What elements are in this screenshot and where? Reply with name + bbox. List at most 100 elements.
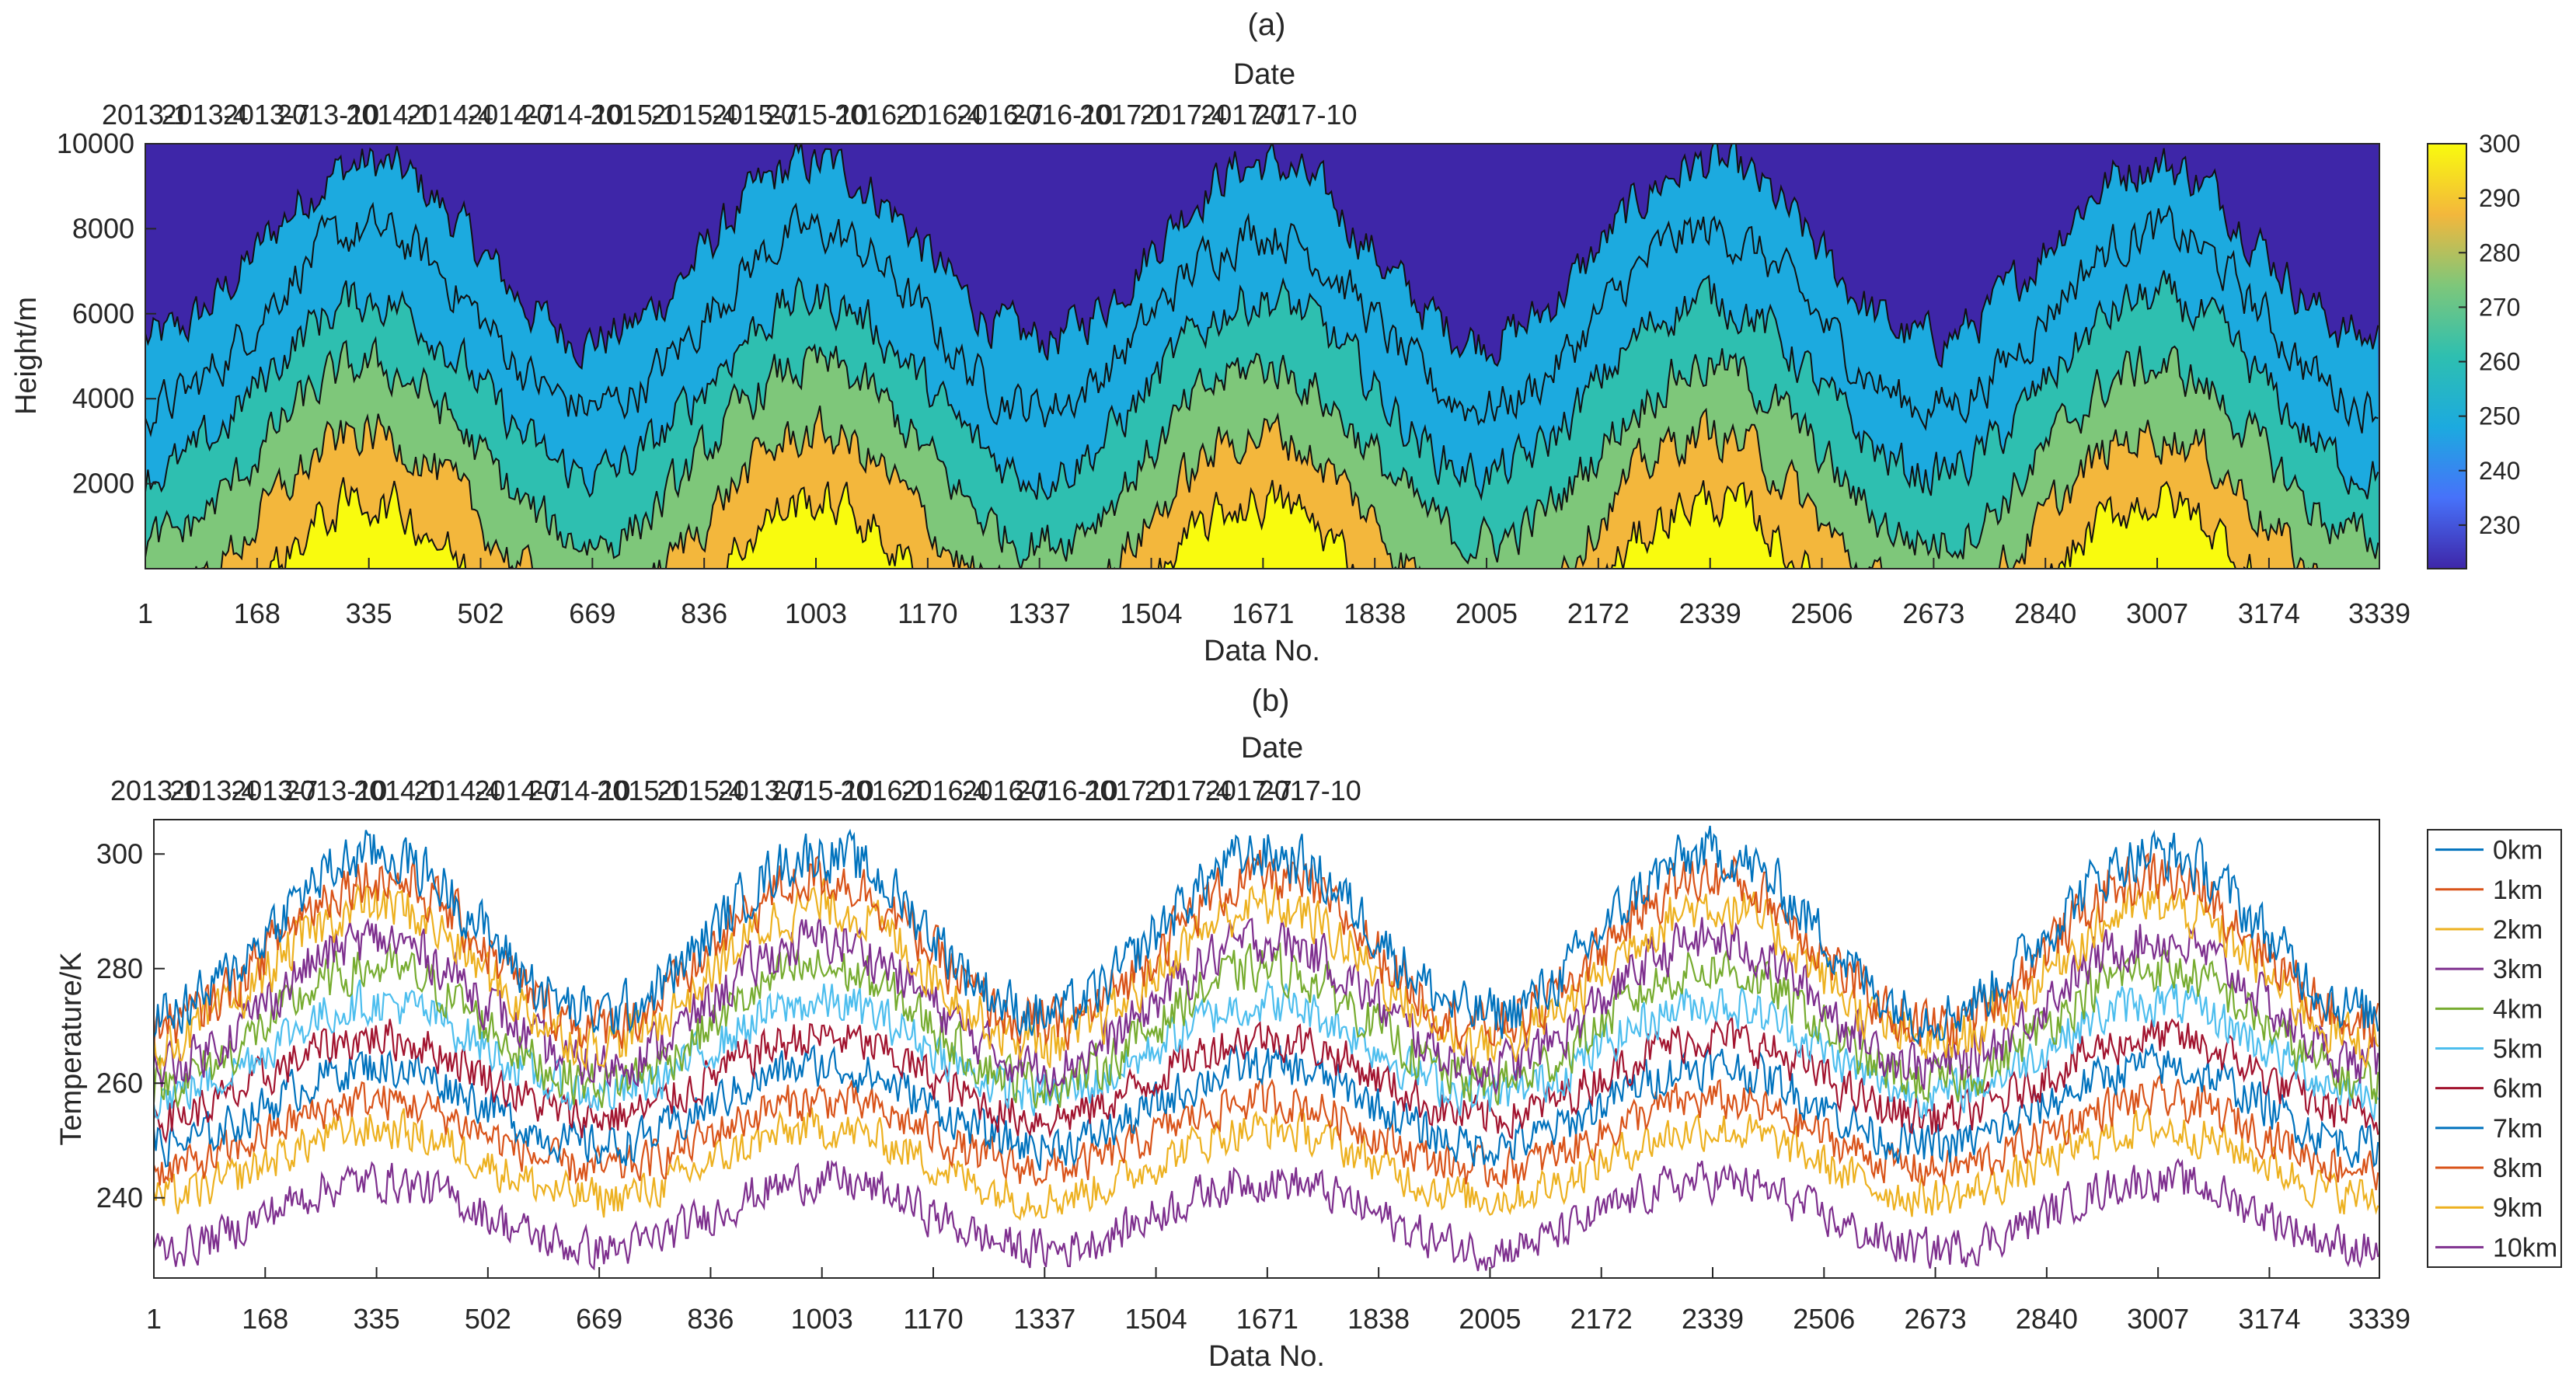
colorbar-tick-label: 290 — [2479, 184, 2520, 212]
panel-b-date-label: 2014-1 — [354, 775, 441, 806]
panel-a-colorbar: 230 240 250 260 270 280 290 300 — [2427, 130, 2520, 569]
panel-a-date-label: 2017-4 — [1140, 99, 1227, 131]
panel-a-xtick-label: 1170 — [898, 597, 957, 629]
panel-a-xtick-label: 1337 — [1009, 597, 1071, 629]
panel-a-ytick-label: 6000 — [72, 298, 134, 329]
panel-b-date-label: 2015-10 — [772, 775, 874, 806]
panel-a-date-label: 2013-1 — [102, 99, 189, 131]
panel-a-date-label: 2016-4 — [895, 99, 982, 131]
panel-a-contour-lines — [145, 144, 2379, 569]
panel-a-ytick-label: 4000 — [72, 382, 134, 414]
contour-line — [145, 144, 2379, 371]
colorbar-tick-label: 300 — [2479, 130, 2520, 158]
panel-a-top-xlabel: Date — [1233, 58, 1295, 91]
panel-b-top-xlabel: Date — [1241, 732, 1303, 764]
panel-b-xlabel: Data No. — [1208, 1340, 1325, 1373]
colorbar-gradient — [2427, 143, 2467, 569]
panel-a-xtick-label: 3174 — [2238, 597, 2300, 629]
panel-b-xtick-label: 168 — [242, 1303, 288, 1335]
panel-b-date-label: 2016-1 — [840, 775, 927, 806]
panel-b-date-label: 2013-1 — [110, 775, 197, 806]
series-line-10km — [154, 1158, 2379, 1272]
panel-a-y-ticks: 2000 4000 6000 8000 10000 — [57, 127, 156, 500]
panel-b-xtick-label: 1337 — [1013, 1303, 1075, 1335]
legend-label-9km: 9km — [2493, 1193, 2543, 1223]
panel-a-date-label: 2016-7 — [957, 99, 1044, 131]
panel-a-xtick-label: 1671 — [1232, 597, 1294, 629]
panel-a-title: (a) — [1248, 8, 1286, 42]
panel-b-xtick-label: 335 — [354, 1303, 400, 1335]
panel-a-date-label: 2014-10 — [521, 99, 623, 131]
panel-a-xtick-label: 2506 — [1790, 597, 1853, 629]
panel-b-y-ticks: 240 260 280 300 — [96, 837, 165, 1214]
panel-a-date-label: 2015-10 — [765, 99, 868, 131]
panel-b-xtick-label: 502 — [465, 1303, 511, 1335]
panel-a-ytick-label: 10000 — [57, 127, 134, 159]
panel-a-ytick-label: 8000 — [72, 212, 134, 244]
series-line-0km — [154, 825, 2379, 1046]
series-line-2km — [154, 878, 2379, 1071]
panel-b-xtick-label: 3174 — [2238, 1303, 2300, 1335]
panel-a-xlabel: Data No. — [1204, 635, 1320, 667]
panel-b-xtick-label: 669 — [576, 1303, 622, 1335]
panel-b-date-label: 2013-4 — [169, 775, 256, 806]
panel-b-xtick-label: 2172 — [1570, 1303, 1633, 1335]
panel-a-xtick-label: 1 — [138, 597, 153, 629]
panel-b-xtick-label: 3007 — [2127, 1303, 2189, 1335]
legend-label-10km: 10km — [2493, 1233, 2557, 1262]
panel-b-date-ticks: 2013-12013-42013-72013-102014-12014-4201… — [110, 775, 1361, 831]
series-line-9km — [154, 1105, 2379, 1221]
panel-b-date-label: 2014-7 — [474, 775, 561, 806]
panel-b-xtick-label: 836 — [687, 1303, 734, 1335]
legend-items: 0km 1km 2km 3km 4km 5km 6km 7km 8km 9km 10km — [2435, 836, 2557, 1262]
panel-b-date-label: 2016-10 — [1016, 775, 1118, 806]
contour-line — [145, 201, 2379, 437]
panel-a-date-label: 2013-4 — [162, 99, 249, 131]
contour-line — [145, 270, 2379, 501]
panel-a-ylabel: Height/m — [10, 297, 43, 415]
panel-a-xtick-label: 168 — [234, 597, 281, 629]
panel-a-xtick-label: 3007 — [2126, 597, 2188, 629]
panel-b-xtick-label: 1838 — [1347, 1303, 1410, 1335]
panel-a-date-label: 2014-7 — [467, 99, 554, 131]
panel-a-xtick-label: 836 — [681, 597, 727, 629]
panel-a-date-label: 2017-10 — [1254, 99, 1357, 131]
panel-b-date-label: 2017-7 — [1205, 775, 1292, 806]
colorbar-tick-label: 270 — [2479, 293, 2520, 321]
panel-a-xtick-label: 335 — [346, 597, 392, 629]
series-line-6km — [154, 1014, 2379, 1144]
panel-a-date-label: 2015-7 — [712, 99, 799, 131]
panel-b-date-label: 2014-10 — [528, 775, 630, 806]
panel-b-date-label: 2013-10 — [284, 775, 387, 806]
panel-b-series-lines — [154, 825, 2379, 1272]
panel-b-xtick-label: 1170 — [903, 1303, 963, 1335]
panel-b-date-label: 2017-1 — [1084, 775, 1171, 806]
panel-b-xtick-label: 2005 — [1459, 1303, 1521, 1335]
series-line-7km — [154, 1043, 2379, 1172]
panel-b-title: (b) — [1252, 684, 1290, 718]
panel-b-ytick-label: 260 — [96, 1067, 143, 1099]
panel-b-legend: 0km 1km 2km 3km 4km 5km 6km 7km 8km 9km 10km — [2427, 829, 2562, 1268]
panel-b-x-ticks: 1 168 335 502 669 836 1003 1170 1337 1504 1671 1838… — [146, 1267, 2410, 1335]
panel-b-xtick-label: 2506 — [1793, 1303, 1855, 1335]
colorbar-ticks: 230 240 250 260 270 280 290 300 — [2459, 130, 2520, 539]
panel-b-date-label: 2013-7 — [231, 775, 318, 806]
panel-b-date-label: 2017-4 — [1145, 775, 1232, 806]
legend-label-1km: 1km — [2493, 876, 2543, 905]
legend-label-8km: 8km — [2493, 1154, 2543, 1183]
panel-a-contour-bands — [145, 144, 2379, 569]
panel-a-date-label: 2016-10 — [1010, 99, 1113, 131]
panel-a-xtick-label: 3339 — [2348, 597, 2410, 629]
series-line-4km — [154, 942, 2379, 1109]
panel-a-date-label: 2017-1 — [1079, 99, 1166, 131]
colorbar-tick-label: 230 — [2479, 511, 2520, 539]
panel-a-date-label: 2014-1 — [346, 99, 433, 131]
panel-a-date-label: 2015-4 — [650, 99, 737, 131]
panel-b-ylabel: Temperature/K — [55, 952, 88, 1145]
panel-a-xtick-label: 2005 — [1455, 597, 1518, 629]
contour-line — [145, 336, 2379, 569]
colorbar-tick-label: 280 — [2479, 239, 2520, 266]
panel-a-xtick-label: 1003 — [785, 597, 847, 629]
panel-b-xtick-label: 2339 — [1682, 1303, 1744, 1335]
panel-a-date-ticks: 2013-12013-42013-72013-102014-12014-4201… — [102, 99, 1358, 155]
